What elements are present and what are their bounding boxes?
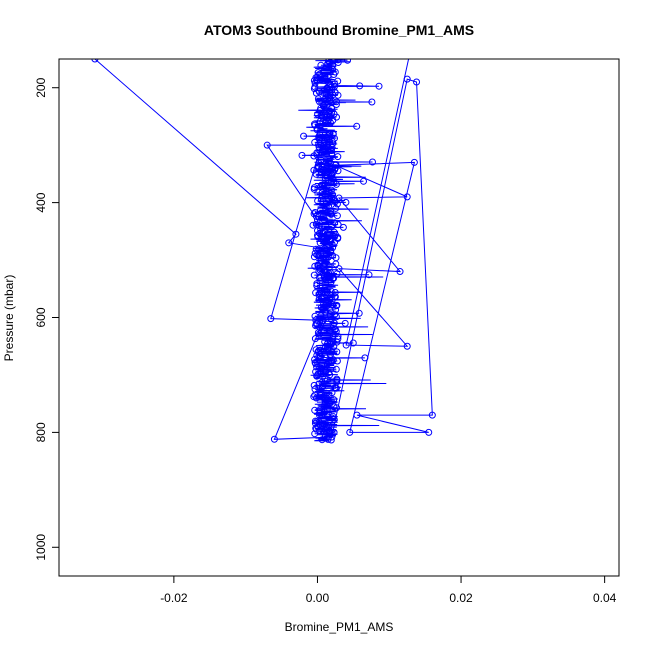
y-tick-label: 200 [34,77,48,97]
data-point [346,428,354,436]
plot-area [91,59,436,444]
data-point [285,239,293,247]
x-tick-label: 0.00 [306,591,330,605]
y-tick-label: 1000 [34,534,48,561]
data-point [335,265,343,273]
data-point [335,194,343,202]
data-point [267,315,275,323]
y-tick-label: 600 [34,307,48,327]
data-point [425,428,433,436]
data-point [317,141,325,149]
data-point [353,411,361,419]
profile-trace [298,59,387,442]
series-line [94,59,433,440]
data-point [91,59,99,63]
data-point [263,141,271,149]
data-point [403,193,411,201]
x-tick-label: 0.02 [449,591,473,605]
y-axis-label: Pressure (mbar) [2,275,16,362]
data-point [410,158,418,166]
x-tick-label: 0.04 [593,591,617,605]
data-point [313,216,321,224]
data-point [413,78,421,86]
data-point [396,268,404,276]
data-point [270,435,278,443]
data-point [331,161,339,169]
x-tick-label: -0.02 [160,591,188,605]
data-point [342,341,350,349]
data-point [428,411,436,419]
x-axis-label: Bromine_PM1_AMS [285,620,394,634]
plot-frame [58,58,620,577]
data-point [321,245,329,253]
data-point [292,230,300,238]
data-point [403,75,411,83]
data-point [328,433,336,441]
series-layer [91,59,436,444]
data-point [403,342,411,350]
y-tick-label: 800 [34,422,48,442]
y-tick-label: 400 [34,192,48,212]
data-point [319,316,327,324]
chart-title: ATOM3 Southbound Bromine_PM1_AMS [204,22,474,38]
